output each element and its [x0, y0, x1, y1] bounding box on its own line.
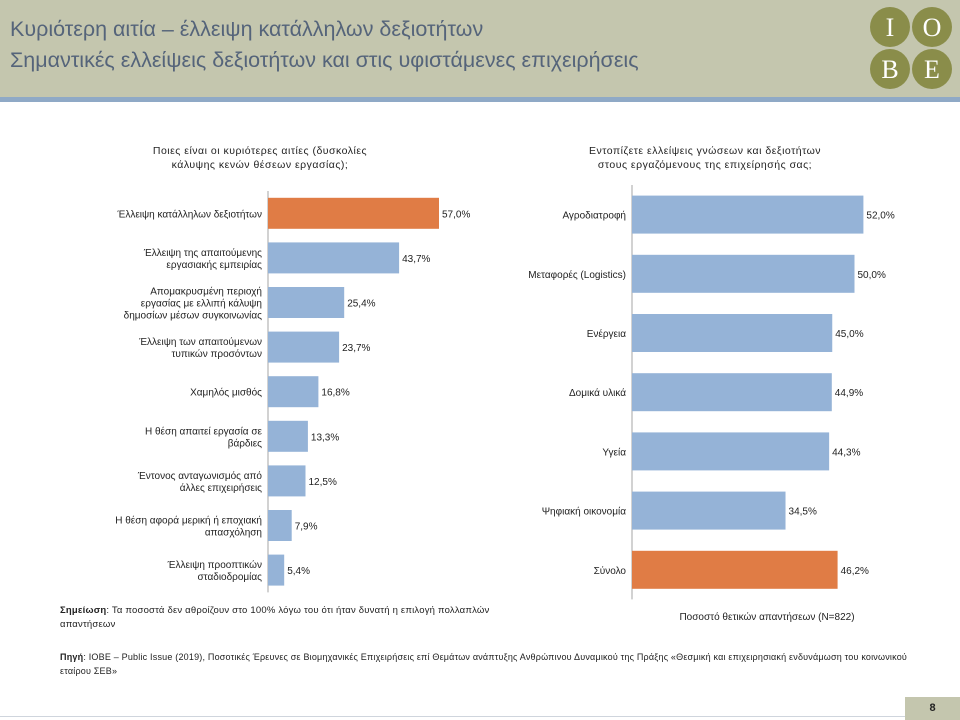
bar [632, 254, 855, 293]
data-label: 50,0% [858, 270, 886, 281]
note-body: : Τα ποσοστά δεν αθροίζουν στο 100% λόγω… [60, 605, 490, 630]
bar [268, 554, 285, 586]
bar [268, 420, 308, 452]
data-label: 46,2% [841, 566, 869, 577]
category-label: Χαμηλός μισθός [190, 387, 262, 399]
data-label: 5,4% [287, 566, 310, 577]
logo-letter: E [924, 55, 940, 84]
logo-circle [870, 7, 910, 47]
bar [268, 510, 292, 541]
category-label: απασχόληση [205, 527, 262, 539]
x-axis-label: Ποσοστό θετικών απαντήσεων (N=822) [679, 611, 854, 623]
logo-circle [912, 7, 952, 47]
bar [632, 373, 832, 412]
data-label: 13,3% [311, 432, 339, 443]
left-chart-title: Ποιες είναι οι κυριότερες αιτίες (δυσκολ… [80, 144, 440, 172]
bar [632, 550, 838, 589]
data-label: 45,0% [835, 329, 863, 340]
category-label: Έλλειψη προοπτικών [167, 559, 262, 571]
category-label: βάρδιες [228, 437, 262, 449]
category-label: εργασίας με ελλιπή κάλυψη [141, 298, 262, 310]
right-chart-title: Εντοπίζετε ελλείψεις γνώσεων και δεξιοτή… [510, 144, 900, 172]
category-label: Έλλειψη της απαιτούμενης [143, 247, 262, 259]
slide-subtitle: Σημαντικές ελλείψεις δεξιοτήτων και στις… [10, 48, 639, 72]
category-label: τυπικών προσόντων [171, 348, 262, 360]
category-label: Έλλειψη των απαιτούμενων [138, 336, 262, 348]
logo-letter: O [923, 13, 942, 42]
category-label: Υγεία [602, 446, 626, 458]
slide-title: Κυριότερη αιτία – έλλειψη κατάλληλων δεξ… [10, 17, 484, 41]
category-label: Έλλειψη κατάλληλων δεξιοτήτων [116, 208, 262, 220]
bar [632, 195, 864, 234]
bar [268, 197, 439, 229]
data-label: 57,0% [442, 209, 470, 220]
right-chart-title-line: στους εργαζόμενους της επιχείρησής σας; [597, 159, 813, 171]
logo-letter: B [881, 55, 898, 84]
category-label: δημοσίων μέσων συγκοινωνίας [124, 310, 263, 322]
category-label: Απομακρυσμένη περιοχή [150, 286, 262, 298]
data-label: 7,9% [295, 522, 318, 533]
header-divider [0, 97, 960, 102]
bar [632, 432, 830, 471]
category-label: άλλες επιχειρήσεις [180, 482, 262, 494]
source-label: Πηγή [60, 652, 84, 662]
left-chart-title-line: Ποιες είναι οι κυριότερες αιτίες (δυσκολ… [152, 145, 368, 157]
data-label: 34,5% [789, 507, 817, 518]
data-label: 43,7% [402, 254, 430, 265]
bar [268, 331, 340, 363]
category-label: Ψηφιακή οικονομία [542, 506, 627, 518]
category-label: Ενέργεια [587, 328, 626, 340]
right-chart-title-line: Εντοπίζετε ελλείψεις γνώσεων και δεξιοτή… [588, 145, 822, 157]
bar [268, 287, 345, 318]
note-text: Σημείωση: Τα ποσοστά δεν αθροίζουν στο 1… [60, 604, 490, 632]
logo-letter: I [886, 13, 895, 42]
data-label: 52,0% [866, 211, 894, 222]
data-label: 44,3% [832, 447, 860, 458]
footer-divider [0, 716, 905, 717]
data-label: 12,5% [309, 477, 337, 488]
bar [632, 314, 833, 352]
category-label: εργασιακής εμπειρίας [166, 259, 262, 271]
bar [268, 465, 306, 497]
bar [632, 491, 786, 530]
data-label: 16,8% [321, 388, 349, 399]
data-label: 44,9% [835, 388, 863, 399]
category-label: Αγροδιατροφή [562, 210, 626, 222]
header-bar [0, 0, 960, 97]
category-label: Σύνολο [594, 565, 627, 577]
note-label: Σημείωση [60, 605, 107, 616]
page-number: 8 [905, 697, 960, 720]
bar [268, 376, 319, 408]
source-body: : ΙΟΒΕ – Public Issue (2019), Ποσοτικές … [60, 652, 908, 676]
data-label: 23,7% [342, 343, 370, 354]
left-chart-title-line: κάλυψης κενών θέσεων εργασίας); [171, 159, 349, 171]
category-label: σταδιοδρομίας [197, 571, 262, 583]
source-text: Πηγή: ΙΟΒΕ – Public Issue (2019), Ποσοτι… [60, 650, 920, 678]
logo-circle [870, 49, 910, 89]
category-label: Μεταφορές (Logistics) [528, 269, 626, 281]
category-label: Η θέση αφορά μερική ή εποχιακή [115, 515, 262, 527]
logo-circle [912, 49, 952, 89]
category-label: Έντονος ανταγωνισμός από [137, 470, 263, 482]
iobe-logo: I O B E [868, 5, 954, 91]
bar [268, 242, 400, 274]
category-label: Δομικά υλικά [569, 387, 626, 399]
data-label: 25,4% [347, 299, 375, 310]
category-label: Η θέση απαιτεί εργασία σε [145, 425, 263, 437]
